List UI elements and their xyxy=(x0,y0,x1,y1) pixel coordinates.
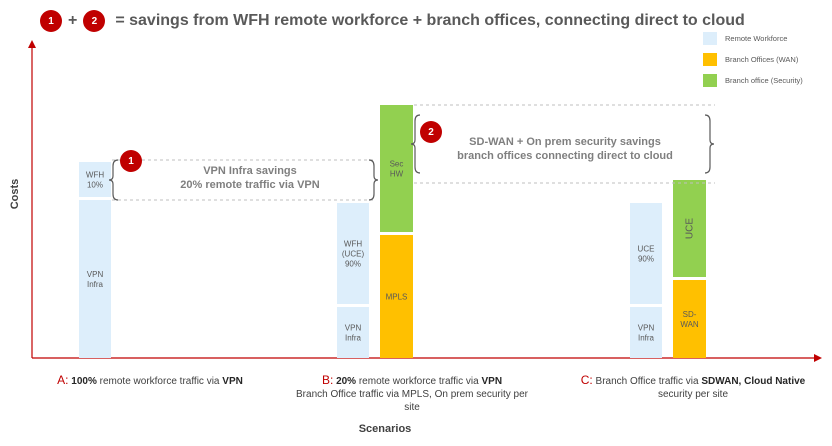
scenario-b-line3: site xyxy=(404,402,420,413)
savings-2-badge: 2 xyxy=(420,121,442,143)
savings-1-right-brace xyxy=(368,159,379,201)
bar-segment-c-branch-1 xyxy=(673,180,706,277)
scenario-a-caption: A: 100% remote workforce traffic via VPN xyxy=(30,374,270,388)
legend-label: Remote Workforce xyxy=(725,34,788,43)
scenario-a-text1: remote workforce traffic via xyxy=(96,376,223,387)
scenario-b-line1: B: 20% remote workforce traffic via VPN xyxy=(262,374,562,388)
scenario-b-caption: B: 20% remote workforce traffic via VPN … xyxy=(262,374,562,414)
savings-2-text: SD-WAN + On prem security savings branch… xyxy=(430,135,700,163)
legend: Remote Workforce Branch Offices (WAN) Br… xyxy=(703,28,803,91)
bar-segment-a-remote-0 xyxy=(79,200,111,358)
bar-segment-b-remote-0 xyxy=(337,307,369,358)
y-axis-label: Costs xyxy=(9,178,21,210)
scenario-a-letter: A: xyxy=(57,373,69,387)
badge-1: 1 xyxy=(40,10,62,32)
header: 1 + 2 = savings from WFH remote workforc… xyxy=(40,8,745,34)
savings-2-left-brace xyxy=(410,114,421,174)
bar-label-a-remote-0: VPN Infra xyxy=(87,270,104,289)
savings-1-text: VPN Infra savings 20% remote traffic via… xyxy=(130,164,370,192)
scenario-c-text1: Branch Office traffic via xyxy=(592,376,702,387)
bar-label-c-remote-0: VPN Infra xyxy=(638,324,655,343)
bar-label-c-branch-1: UCE xyxy=(685,218,696,239)
bar-segment-c-remote-0 xyxy=(630,307,662,358)
bar-segment-c-branch-0 xyxy=(673,280,706,358)
chart-title: = savings from WFH remote workforce + br… xyxy=(115,12,745,29)
bar-label-b-remote-1: WFH (UCE) 90% xyxy=(342,240,365,269)
scenario-c-line1: C: Branch Office traffic via SDWAN, Clou… xyxy=(548,374,832,388)
scenario-c-caption: C: Branch Office traffic via SDWAN, Clou… xyxy=(548,374,832,401)
legend-swatch xyxy=(703,74,717,87)
legend-item-branch-security: Branch office (Security) xyxy=(703,70,803,91)
savings-2-right-brace xyxy=(704,114,715,174)
scenario-c-line2: security per site xyxy=(657,389,729,400)
savings-1-badge: 1 xyxy=(120,150,142,172)
savings-2-line1: SD-WAN + On prem security savings xyxy=(469,136,661,148)
bar-segment-b-remote-1 xyxy=(337,203,369,304)
legend-label: Branch office (Security) xyxy=(725,76,803,85)
bar-label-c-branch-0: SD-WAN xyxy=(680,310,699,329)
legend-item-branch-wan: Branch Offices (WAN) xyxy=(703,49,803,70)
legend-swatch xyxy=(703,32,717,45)
savings-1-line2: 20% remote traffic via VPN xyxy=(180,179,320,191)
scenario-b-line2: Branch Office traffic via MPLS, On prem … xyxy=(296,389,528,400)
savings-1-line1: VPN Infra savings xyxy=(203,165,297,177)
savings-2-line2: branch offices connecting direct to clou… xyxy=(457,150,673,162)
scenario-b-letter: B: xyxy=(321,373,334,387)
bar-label-b-branch-1: Sec HW xyxy=(390,160,404,179)
x-axis-label: Scenarios xyxy=(358,423,412,435)
scenario-a-bold1: 100% xyxy=(71,376,97,387)
bar-label-c-remote-1: UCE 90% xyxy=(638,245,655,264)
bar-segment-b-branch-0 xyxy=(380,235,413,358)
legend-swatch xyxy=(703,53,717,66)
scenario-b-bold2: VPN xyxy=(481,376,503,387)
badge-2: 2 xyxy=(83,10,106,32)
scenario-a-bold2: VPN xyxy=(222,376,243,387)
bar-segment-a-remote-1 xyxy=(79,162,111,197)
x-axis-arrow xyxy=(814,354,822,362)
legend-label: Branch Offices (WAN) xyxy=(725,55,799,64)
legend-item-remote-workforce: Remote Workforce xyxy=(703,28,803,49)
bar-label-a-remote-1: WFH 10% xyxy=(86,171,104,190)
y-axis-arrow xyxy=(28,40,36,48)
bar-label-b-remote-0: VPN Infra xyxy=(345,324,362,343)
bar-label-b-branch-0: MPLS xyxy=(386,293,408,302)
bar-segment-c-remote-1 xyxy=(630,203,662,304)
plus-sign: + xyxy=(68,12,78,29)
scenario-b-text1: remote workforce traffic via xyxy=(356,376,482,387)
bar-segment-b-branch-1 xyxy=(380,105,413,232)
scenario-c-letter: C: xyxy=(580,373,593,387)
scenario-b-bold1: 20% xyxy=(336,376,357,387)
savings-1-left-brace xyxy=(108,159,119,201)
scenario-c-bold1: SDWAN, Cloud Native xyxy=(701,376,806,387)
